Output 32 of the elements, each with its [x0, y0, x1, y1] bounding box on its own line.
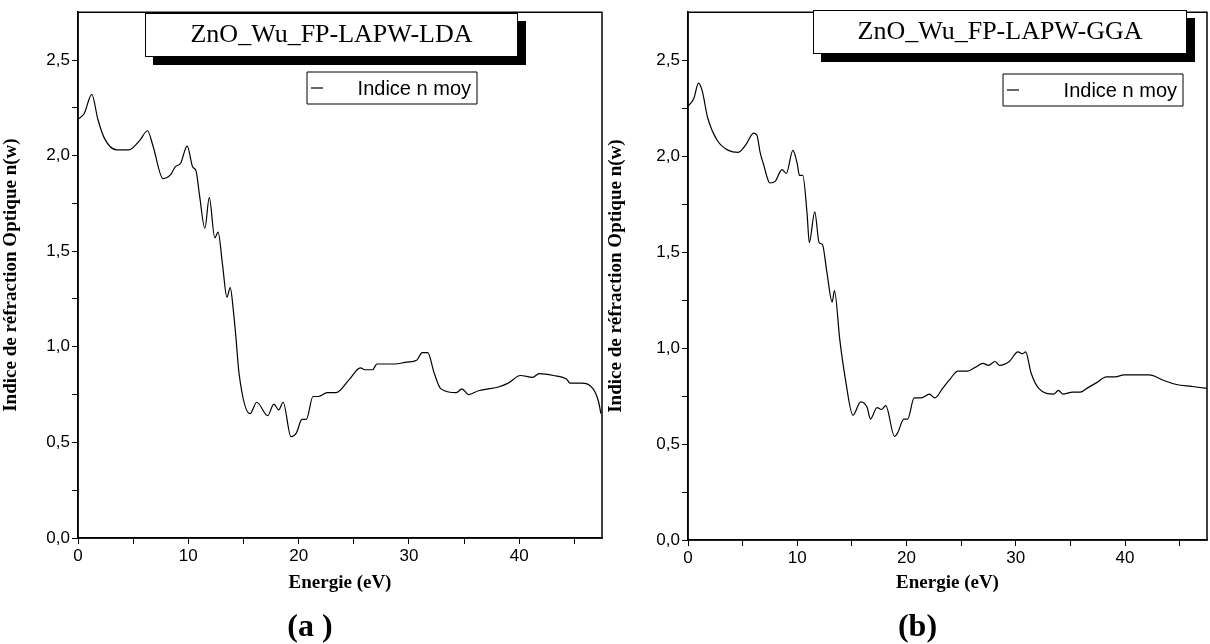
- chart-title: ZnO_Wu_FP-LAPW-LDA: [145, 13, 518, 57]
- x-tick-label: 40: [1115, 547, 1135, 567]
- y-tick-label: 0,5: [46, 432, 70, 452]
- x-tick-label: 40: [509, 545, 529, 565]
- text: (a ): [287, 607, 333, 643]
- y-tick-label: 1,5: [46, 240, 70, 260]
- y-tick-label: 1,0: [656, 337, 680, 357]
- y-tick-label: 0,0: [46, 527, 70, 547]
- x-axis-title: Energie (eV): [288, 570, 392, 593]
- legend-label: Indice n moy: [1063, 78, 1177, 101]
- x-axis-title: Energie (eV): [896, 570, 999, 593]
- legend-label: Indice n moy: [357, 76, 471, 99]
- x-tick-label: 20: [289, 545, 309, 565]
- y-tick-label: 2,5: [46, 49, 70, 69]
- y-axis-title: Indice de réfraction Optique n(w): [0, 138, 22, 412]
- x-tick-label: 10: [178, 545, 198, 565]
- x-tick-label: 0: [73, 545, 83, 565]
- y-tick-label: 0,0: [656, 529, 680, 549]
- text: (b): [897, 607, 938, 643]
- y-tick-label: 0,5: [656, 433, 680, 453]
- y-axis-title: Indice de réfraction Optique n(w): [604, 139, 627, 413]
- x-tick-label: 0: [683, 547, 693, 567]
- y-tick-label: 2,5: [656, 49, 680, 69]
- x-tick-label: 10: [787, 547, 807, 567]
- x-tick-label: 30: [399, 545, 419, 565]
- x-tick-label: 20: [897, 547, 916, 567]
- chart-title: ZnO_Wu_FP-LAPW-GGA: [813, 10, 1187, 54]
- y-tick-label: 2,0: [656, 145, 680, 165]
- y-tick-label: 1,0: [46, 336, 70, 356]
- y-tick-label: 2,0: [46, 145, 70, 165]
- x-tick-label: 30: [1006, 547, 1026, 567]
- y-tick-label: 1,5: [656, 241, 680, 261]
